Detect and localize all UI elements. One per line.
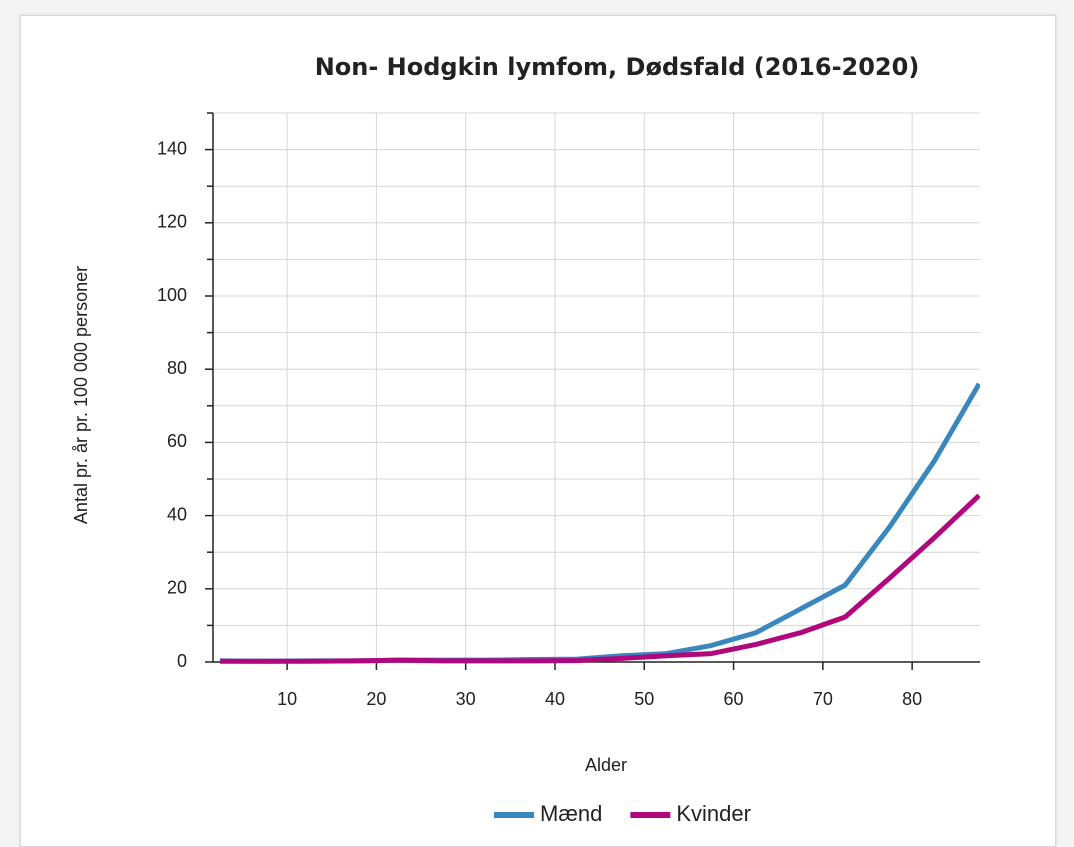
x-tick-label: 10 xyxy=(277,689,297,709)
y-tick-label: 0 xyxy=(177,651,187,671)
x-tick-label: 80 xyxy=(902,689,922,709)
y-axis-label: Antal pr. år pr. 100 000 personer xyxy=(71,266,91,524)
x-tick-label: 40 xyxy=(545,689,565,709)
legend-label: Kvinder xyxy=(676,801,751,826)
y-tick-label: 120 xyxy=(157,212,187,232)
card xyxy=(20,15,1056,847)
chart-title: Non- Hodgkin lymfom, Dødsfald (2016-2020… xyxy=(315,53,920,81)
x-tick-label: 20 xyxy=(366,689,386,709)
y-tick-label: 60 xyxy=(167,431,187,451)
x-tick-label: 50 xyxy=(634,689,654,709)
series-line xyxy=(220,493,980,664)
series-line xyxy=(220,382,980,664)
legend-label: Mænd xyxy=(540,801,602,826)
x-tick-label: 70 xyxy=(813,689,833,709)
x-tick-label: 60 xyxy=(724,689,744,709)
y-tick-label: 40 xyxy=(167,504,187,524)
y-tick-label: 20 xyxy=(167,578,187,598)
y-tick-label: 140 xyxy=(157,138,187,158)
y-tick-label: 80 xyxy=(167,358,187,378)
x-axis-label: Alder xyxy=(585,755,627,775)
x-tick-label: 30 xyxy=(456,689,476,709)
y-tick-label: 100 xyxy=(157,285,187,305)
